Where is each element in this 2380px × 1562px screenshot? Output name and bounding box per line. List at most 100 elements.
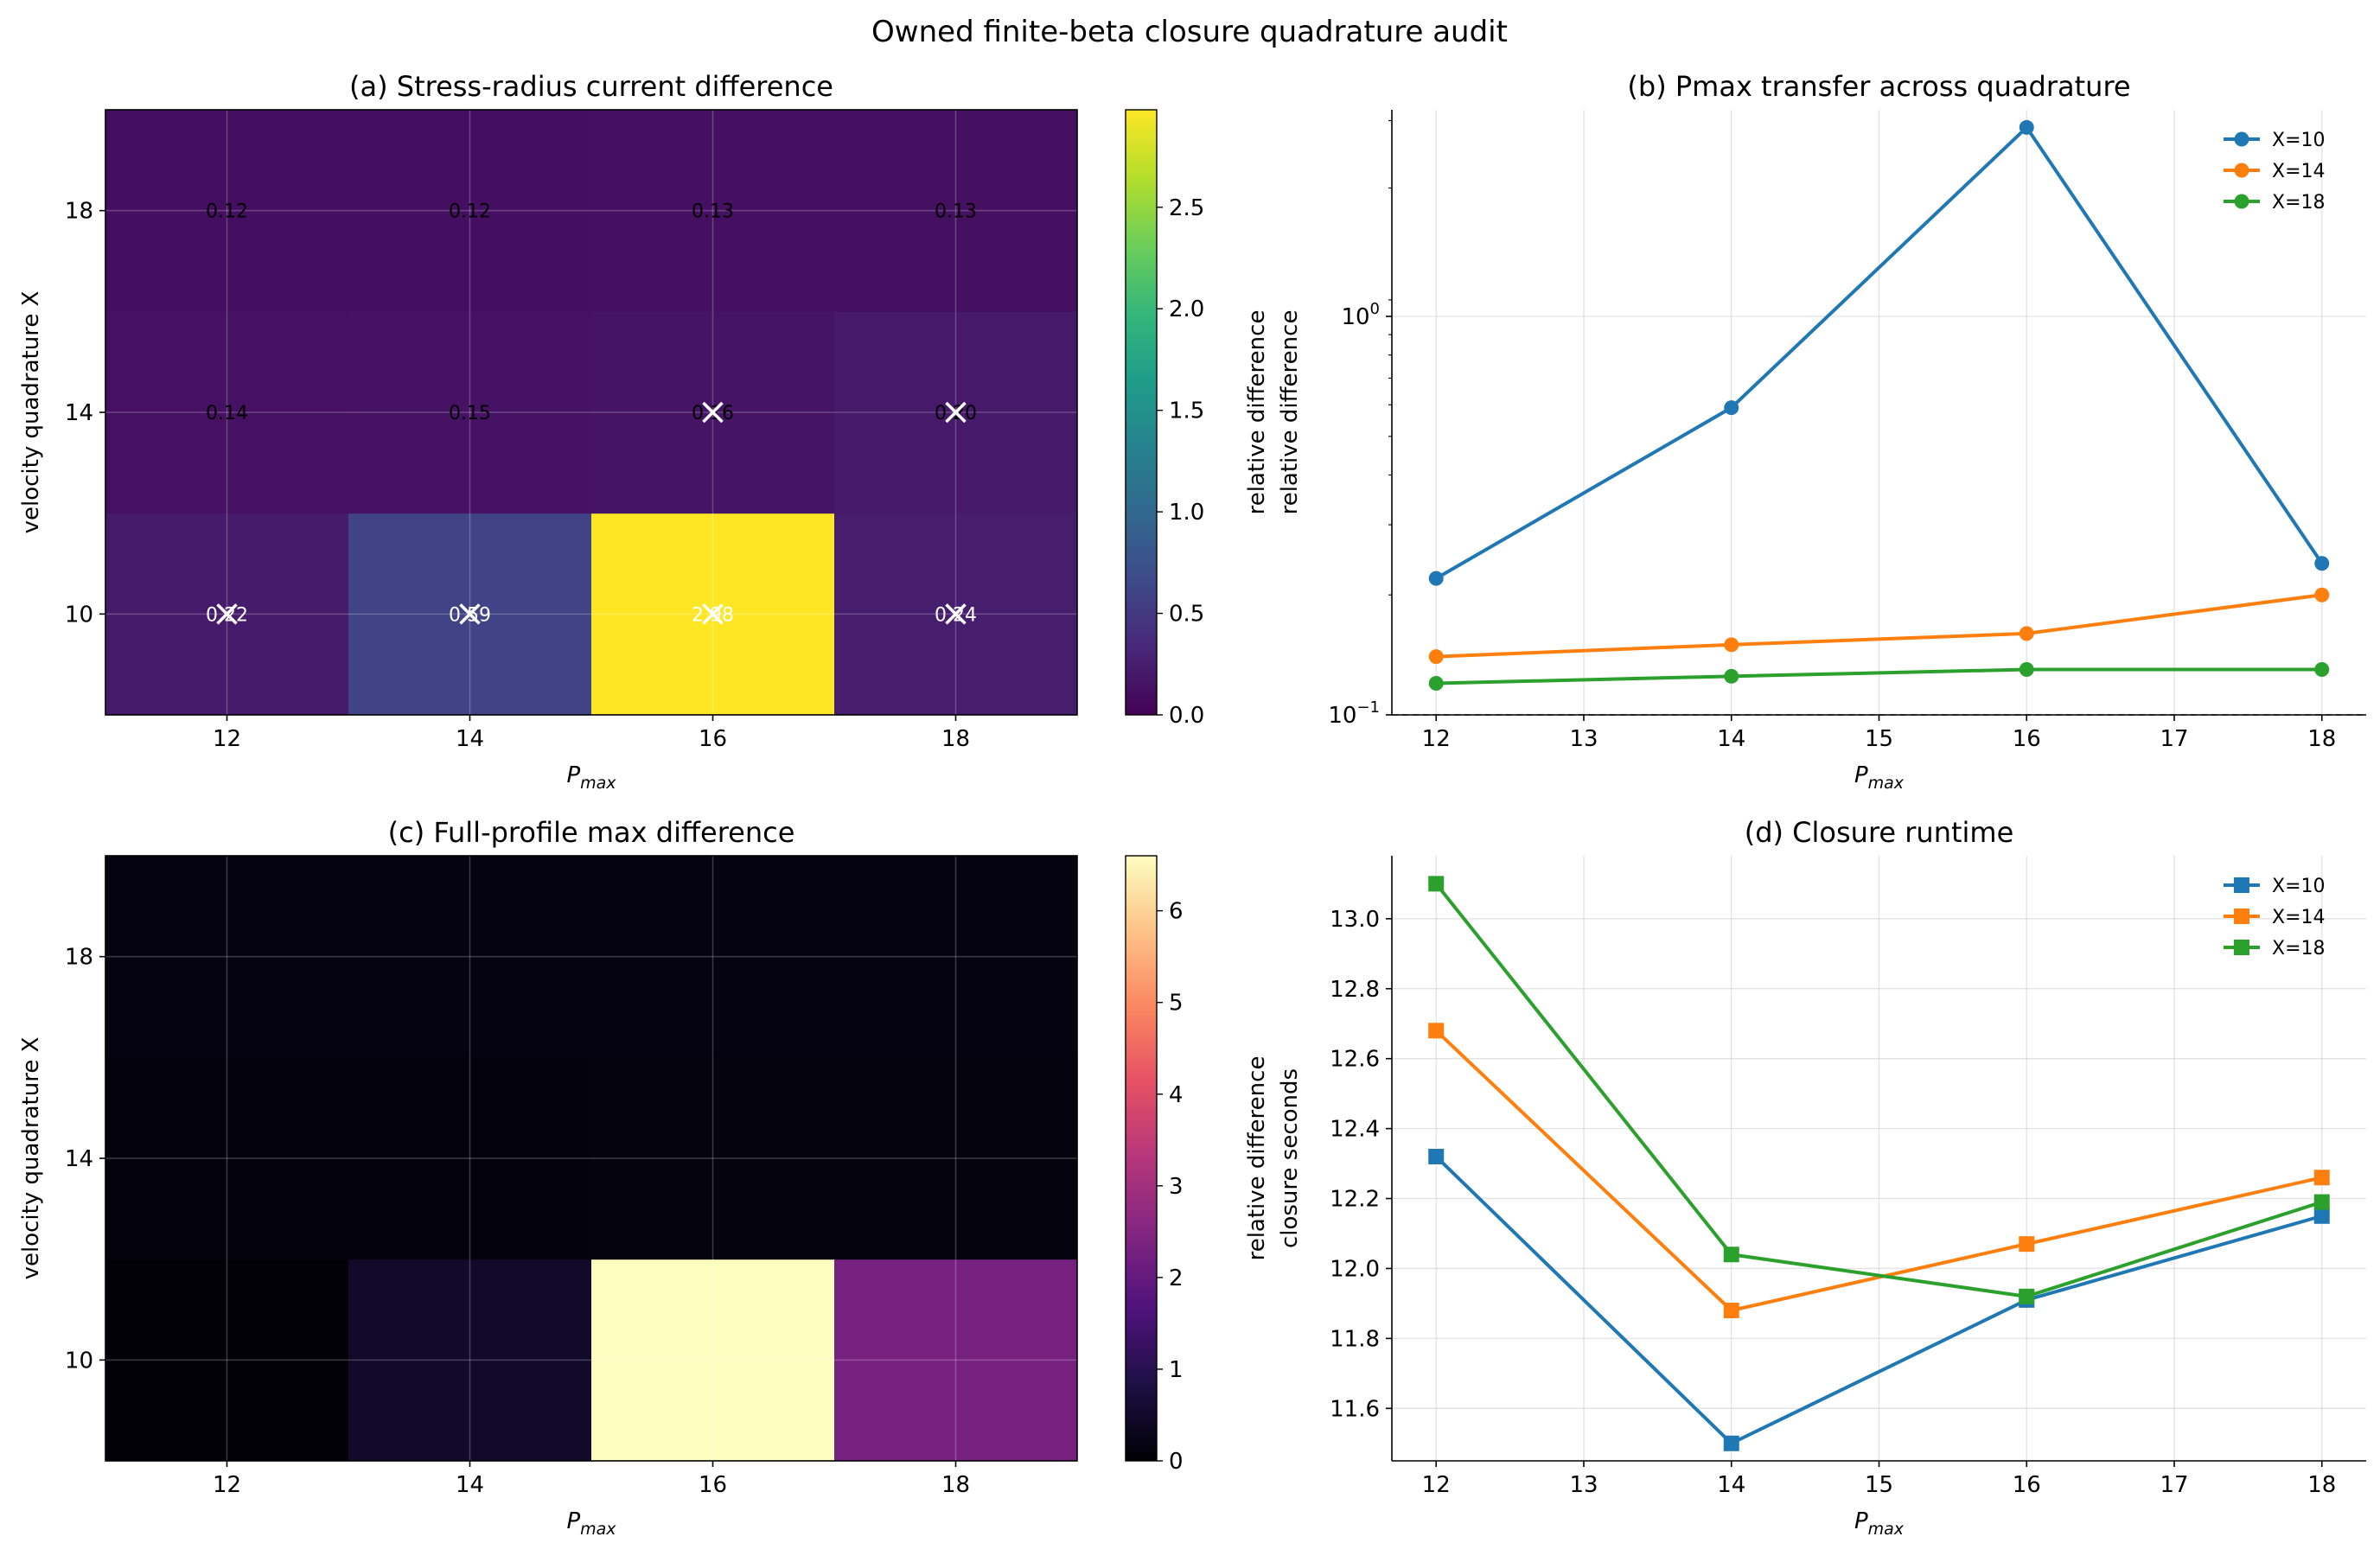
heatmap-cell (348, 1259, 592, 1462)
legend-swatch-marker (2234, 877, 2249, 893)
data-point (2019, 1236, 2035, 1253)
series-line-x14 (1436, 593, 2323, 659)
legend-swatch-marker (2234, 194, 2249, 209)
cell-label: 0.13 (692, 201, 734, 223)
series-line-x14 (1434, 1029, 2323, 1313)
panel-d-line-chart: 12 13 14 15 16 17 18 11.6 11.8 12.0 12.2 12.4 12.6 12… (1277, 816, 2366, 1539)
x-marker (216, 603, 238, 625)
colorbar-tick-label: 1 (1169, 1357, 1184, 1383)
colorbar-tick-label: 3 (1169, 1174, 1184, 1200)
heatmap-cell (348, 856, 592, 1058)
y-tick-label: 14 (65, 1146, 93, 1172)
data-point (2019, 626, 2034, 641)
y-axis-label: closure seconds (1277, 1068, 1303, 1248)
heatmap-cell (105, 110, 349, 312)
data-point (1723, 1303, 1739, 1319)
series-line-x10 (1435, 124, 2324, 580)
heatmap-cell (105, 311, 349, 514)
heatmap-cell (591, 110, 835, 312)
x-tick-label: 15 (1865, 726, 1893, 752)
x-marker (945, 401, 967, 424)
x-axis-label: Pmax (1854, 762, 1905, 793)
data-point (1428, 1148, 1445, 1164)
colorbar-tick-label: 2 (1169, 1266, 1184, 1291)
x-tick-label: 15 (1865, 1472, 1893, 1498)
legend-entry: X=14 (2272, 907, 2326, 928)
heatmap-cell (348, 1057, 592, 1260)
legend-entry: X=14 (2272, 161, 2326, 182)
x-axis-label: Pmax (566, 762, 616, 793)
cell-label: 0.15 (449, 403, 491, 424)
heatmap-cell (348, 311, 592, 514)
y-tick-label: 11.8 (1330, 1326, 1380, 1352)
legend: X=10 X=14 X=18 (2224, 876, 2326, 960)
cell-label: 0.12 (206, 201, 248, 223)
cell-label: 0.14 (206, 403, 248, 424)
heatmap-cell (834, 1057, 1078, 1260)
colorbar-tick-label: 0.5 (1169, 602, 1204, 628)
panel-title: (b) Pmax transfer across quadrature (1627, 70, 2130, 103)
data-point (2314, 556, 2330, 571)
legend-entry: X=10 (2272, 876, 2326, 897)
x-tick-label: 16 (2013, 1472, 2041, 1498)
series-line-x10 (1434, 1155, 2323, 1446)
panel-title: (c) Full-profile max difference (388, 816, 795, 849)
colorbar (1125, 855, 1158, 1462)
y-tick-label: 10 (65, 602, 93, 628)
legend-entry: X=18 (2272, 192, 2326, 214)
legend-swatch-marker (2234, 940, 2249, 955)
heatmap-cell (348, 110, 592, 312)
legend-entry: X=10 (2272, 130, 2326, 151)
data-point (2313, 1170, 2330, 1186)
x-tick-label: 14 (456, 1472, 484, 1498)
heatmap-cell (834, 856, 1078, 1058)
data-point (2019, 661, 2034, 677)
data-point (1428, 1023, 1445, 1039)
x-tick-label: 16 (2013, 726, 2041, 752)
y-tick-label: 18 (65, 199, 93, 225)
heatmap-cell (105, 1259, 349, 1462)
colorbar-label: relative difference (1244, 310, 1270, 515)
y-tick-label: 12.0 (1330, 1256, 1380, 1282)
series-line-x18 (1434, 883, 2323, 1298)
data-point (2314, 661, 2330, 677)
x-tick-label: 12 (1422, 726, 1451, 752)
data-point (2313, 1194, 2330, 1210)
panel-title: (d) Closure runtime (1745, 816, 2014, 849)
legend-swatch-marker (2234, 909, 2249, 924)
colorbar-tick-label: 5 (1169, 991, 1184, 1017)
colorbar-label: relative difference (1244, 1056, 1270, 1261)
y-tick-label: 12.2 (1330, 1187, 1380, 1213)
y-tick-label: 11.6 (1330, 1396, 1380, 1422)
data-point (1724, 668, 1739, 684)
figure-title: Owned finite-beta closure quadrature aud… (871, 15, 1508, 49)
x-tick-label: 18 (941, 726, 970, 752)
data-point (1428, 649, 1444, 665)
x-tick-label: 14 (1717, 1472, 1745, 1498)
heatmap-cell (834, 1259, 1078, 1462)
x-tick-label: 12 (213, 726, 241, 752)
data-point (2019, 119, 2034, 135)
colorbar-tick-label: 0 (1169, 1449, 1184, 1475)
colorbar-tick-label: 6 (1169, 899, 1184, 925)
colorbar (1125, 109, 1158, 716)
legend-swatch-marker (2234, 163, 2249, 178)
y-axis-label: relative difference (1277, 310, 1303, 515)
y-axis-label: velocity quadrature X (18, 291, 44, 534)
y-tick-label: 13.0 (1330, 907, 1380, 933)
x-tick-label: 18 (2307, 1472, 2336, 1498)
x-tick-label: 17 (2160, 1472, 2188, 1498)
y-tick-label: 12.6 (1330, 1047, 1380, 1073)
series-line-x18 (1436, 667, 2322, 685)
heatmap-cell (591, 856, 835, 1058)
colorbar-tick-label: 1.0 (1169, 500, 1204, 526)
data-point (2019, 1288, 2035, 1304)
x-tick-label: 18 (2307, 726, 2336, 752)
cell-label: 0.13 (935, 201, 977, 223)
x-tick-label: 17 (2160, 726, 2188, 752)
y-tick-label: 14 (65, 400, 93, 426)
x-axis-label: Pmax (566, 1508, 616, 1539)
y-tick-label: 100 (1341, 300, 1380, 330)
x-marker (702, 401, 724, 424)
